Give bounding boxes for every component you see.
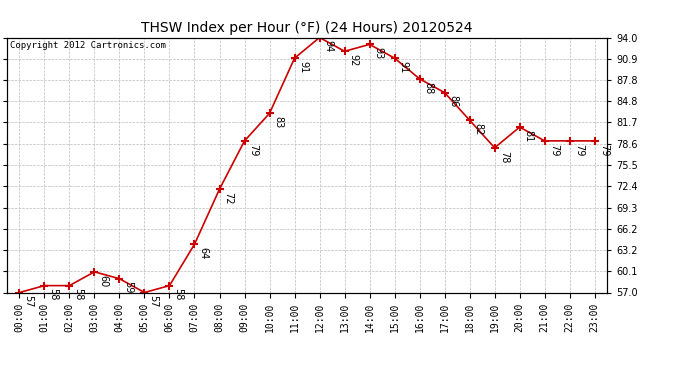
Text: 81: 81 — [524, 130, 534, 142]
Text: 94: 94 — [324, 40, 334, 53]
Text: 79: 79 — [248, 144, 259, 156]
Text: 79: 79 — [549, 144, 559, 156]
Text: 79: 79 — [574, 144, 584, 156]
Text: 64: 64 — [199, 247, 208, 259]
Text: 72: 72 — [224, 192, 234, 204]
Text: 91: 91 — [399, 61, 408, 73]
Text: 60: 60 — [99, 274, 108, 287]
Text: 86: 86 — [448, 95, 459, 108]
Text: 79: 79 — [599, 144, 609, 156]
Text: 57: 57 — [23, 295, 34, 308]
Text: 78: 78 — [499, 150, 509, 163]
Text: 59: 59 — [124, 282, 134, 294]
Title: THSW Index per Hour (°F) (24 Hours) 20120524: THSW Index per Hour (°F) (24 Hours) 2012… — [141, 21, 473, 35]
Text: 92: 92 — [348, 54, 359, 66]
Text: 58: 58 — [48, 288, 59, 301]
Text: 93: 93 — [374, 47, 384, 59]
Text: 57: 57 — [148, 295, 159, 308]
Text: 91: 91 — [299, 61, 308, 73]
Text: 82: 82 — [474, 123, 484, 135]
Text: 58: 58 — [74, 288, 83, 301]
Text: 83: 83 — [274, 116, 284, 128]
Text: 88: 88 — [424, 82, 434, 94]
Text: Copyright 2012 Cartronics.com: Copyright 2012 Cartronics.com — [10, 41, 166, 50]
Text: 58: 58 — [174, 288, 184, 301]
